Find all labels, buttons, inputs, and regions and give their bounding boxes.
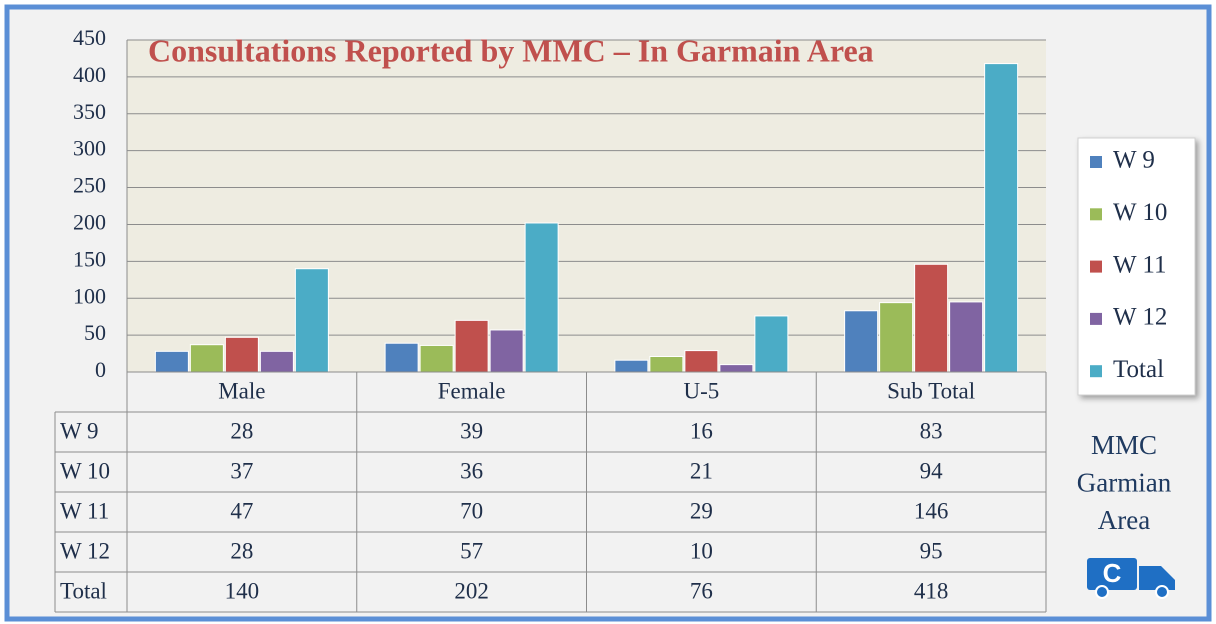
y-tick-label: 0 xyxy=(95,357,106,382)
bar xyxy=(984,63,1019,373)
y-tick-label: 200 xyxy=(73,209,106,234)
legend-swatch xyxy=(1090,208,1102,221)
table-cell: 29 xyxy=(690,498,713,523)
bar xyxy=(949,301,984,373)
table-cell: 16 xyxy=(690,418,713,443)
bar xyxy=(719,364,754,373)
y-tick-label: 300 xyxy=(73,136,106,161)
bar xyxy=(879,302,914,373)
legend-swatch xyxy=(1090,260,1102,273)
x-tick-label: Sub Total xyxy=(887,378,975,403)
table-cell: 28 xyxy=(230,538,253,563)
bar xyxy=(684,350,719,373)
y-tick-label: 450 xyxy=(73,25,106,50)
bar xyxy=(294,268,329,373)
bar xyxy=(649,356,684,373)
y-tick-label: 400 xyxy=(73,62,106,87)
y-tick-label: 150 xyxy=(73,246,106,271)
bar xyxy=(189,344,224,373)
table-cell: 95 xyxy=(920,538,943,563)
bar xyxy=(384,342,419,373)
table-cell: 57 xyxy=(460,538,483,563)
table-cell: 140 xyxy=(225,578,260,603)
marks xyxy=(126,39,1046,373)
bar xyxy=(259,350,294,373)
x-tick-label: Male xyxy=(218,378,265,403)
legend-swatch xyxy=(1090,365,1102,378)
y-tick-label: 350 xyxy=(73,99,106,124)
table-cell: 76 xyxy=(690,578,713,603)
side-label: Garmian xyxy=(1077,468,1172,498)
x-tick-label: Female xyxy=(438,378,506,403)
table-cell: 36 xyxy=(460,458,483,483)
bar xyxy=(154,350,189,373)
y-tick-label: 250 xyxy=(73,173,106,198)
table-row-label: W 12 xyxy=(60,538,110,563)
truck-body xyxy=(1087,558,1137,590)
table-row-label: W 9 xyxy=(60,418,99,443)
legend-label: W 12 xyxy=(1113,304,1167,331)
side-label: MMC xyxy=(1091,430,1157,460)
table-row-label: Total xyxy=(60,578,107,603)
x-tick-label: U-5 xyxy=(683,378,719,403)
truck-cab xyxy=(1139,566,1175,590)
table-cell: 37 xyxy=(230,458,253,483)
truck-logo: C xyxy=(1103,558,1122,588)
bar xyxy=(914,263,949,373)
table-cell: 83 xyxy=(920,418,943,443)
table-row-label: W 11 xyxy=(60,498,109,523)
side-label: Area xyxy=(1098,505,1150,535)
bar xyxy=(419,344,454,373)
wheel xyxy=(1155,585,1169,599)
bar xyxy=(754,315,789,373)
legend-swatch xyxy=(1090,156,1102,168)
table-cell: 418 xyxy=(914,578,949,603)
table-cell: 202 xyxy=(454,578,489,603)
table-cell: 47 xyxy=(230,498,253,523)
table-cell: 94 xyxy=(920,458,944,483)
bar xyxy=(524,222,559,373)
legend-label: Total xyxy=(1113,356,1164,383)
bar xyxy=(489,329,524,373)
table-cell: 21 xyxy=(690,458,713,483)
table-row-label: W 10 xyxy=(60,458,110,483)
legend-label: W 10 xyxy=(1113,199,1167,226)
wheel xyxy=(1095,585,1109,599)
legend-label: W 9 xyxy=(1113,147,1155,174)
table-cell: 28 xyxy=(230,418,253,443)
y-tick-label: 100 xyxy=(73,283,106,308)
bar xyxy=(614,359,649,373)
bar xyxy=(844,310,879,373)
legend-label: W 11 xyxy=(1113,251,1166,278)
table-cell: 39 xyxy=(460,418,483,443)
truck-icon: C xyxy=(1087,558,1175,599)
table-cell: 10 xyxy=(690,538,713,563)
bar xyxy=(454,319,489,373)
chart-title: Consultations Reported by MMC – In Garma… xyxy=(148,32,874,68)
legend-swatch xyxy=(1090,312,1102,325)
y-tick-label: 50 xyxy=(84,320,106,345)
table-cell: 70 xyxy=(460,498,483,523)
bar xyxy=(224,336,259,373)
table-cell: 146 xyxy=(914,498,949,523)
